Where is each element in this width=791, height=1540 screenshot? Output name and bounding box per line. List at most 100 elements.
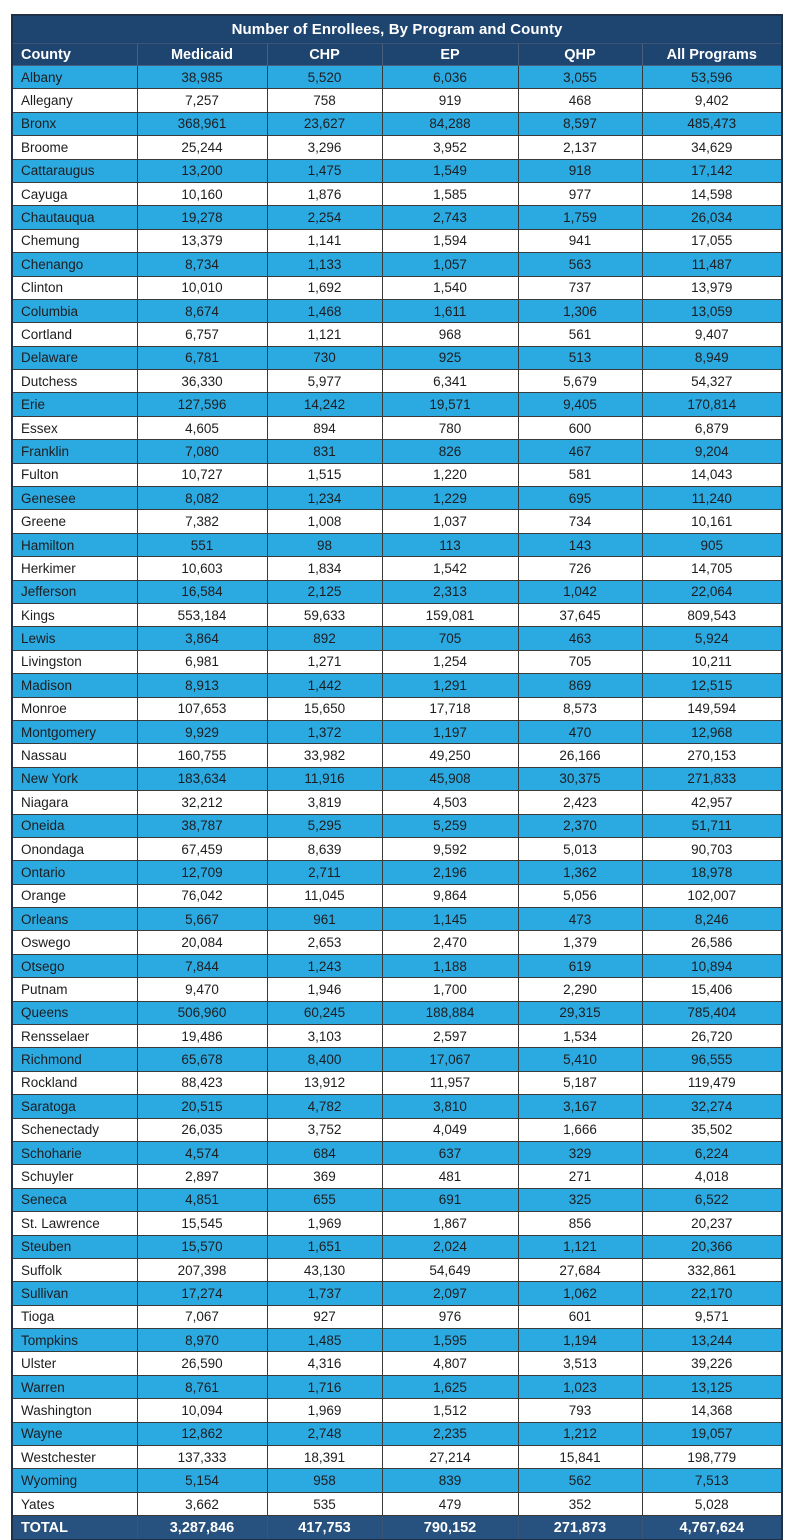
value-cell: 9,407 <box>641 322 783 347</box>
value-cell: 4,503 <box>381 790 519 815</box>
total-value-cell: 790,152 <box>381 1515 519 1540</box>
table-title: Number of Enrollees, By Program and Coun… <box>11 14 783 44</box>
table-row: Dutchess 36,330 5,977 6,341 5,679 54,327 <box>11 369 783 394</box>
table-row: Chemung 13,379 1,141 1,594 941 17,055 <box>11 228 783 254</box>
value-cell: 1,229 <box>381 486 519 511</box>
county-cell: Saratoga <box>11 1094 138 1119</box>
value-cell: 332,861 <box>641 1257 783 1283</box>
column-header-row: County Medicaid CHP EP QHP All Programs <box>11 43 783 66</box>
value-cell: 905 <box>641 532 783 558</box>
value-cell: 14,043 <box>641 462 783 488</box>
value-cell: 1,595 <box>381 1328 519 1353</box>
value-cell: 2,024 <box>381 1234 519 1259</box>
value-cell: 159,081 <box>381 602 519 628</box>
value-cell: 368,961 <box>136 111 268 137</box>
county-cell: Ulster <box>11 1351 138 1376</box>
total-value-cell: 271,873 <box>517 1515 643 1540</box>
county-cell: Tioga <box>11 1304 138 1330</box>
value-cell: 17,718 <box>381 696 519 721</box>
value-cell: 2,125 <box>266 579 383 604</box>
value-cell: 1,475 <box>266 158 383 183</box>
value-cell: 2,597 <box>381 1024 519 1049</box>
county-cell: Kings <box>11 602 138 628</box>
value-cell: 90,703 <box>641 836 783 862</box>
value-cell: 1,542 <box>381 556 519 581</box>
table-row: Suffolk 207,398 43,130 54,649 27,684 332,861 <box>11 1257 783 1283</box>
value-cell: 88,423 <box>136 1070 268 1096</box>
value-cell: 26,035 <box>136 1117 268 1142</box>
county-cell: Schuyler <box>11 1164 138 1189</box>
value-cell: 270,153 <box>641 743 783 768</box>
table-row: Rensselaer 19,486 3,103 2,597 1,534 26,720 <box>11 1024 783 1049</box>
county-cell: Ontario <box>11 860 138 885</box>
value-cell: 59,633 <box>266 602 383 628</box>
value-cell: 1,442 <box>266 673 383 698</box>
value-cell: 1,243 <box>266 953 383 979</box>
table-row: Saratoga 20,515 4,782 3,810 3,167 32,274 <box>11 1094 783 1119</box>
value-cell: 3,103 <box>266 1024 383 1049</box>
table-row: Albany 38,985 5,520 6,036 3,055 53,596 <box>11 64 783 90</box>
value-cell: 5,187 <box>517 1070 643 1096</box>
county-cell: Sullivan <box>11 1281 138 1306</box>
value-cell: 13,379 <box>136 228 268 254</box>
value-cell: 705 <box>517 649 643 675</box>
county-cell: Otsego <box>11 953 138 979</box>
value-cell: 14,242 <box>266 392 383 417</box>
value-cell: 2,235 <box>381 1421 519 1447</box>
total-value-cell: 3,287,846 <box>136 1515 268 1540</box>
value-cell: 780 <box>381 415 519 441</box>
county-cell: Schoharie <box>11 1140 138 1166</box>
value-cell: 3,752 <box>266 1117 383 1142</box>
value-cell: 473 <box>517 907 643 932</box>
value-cell: 12,862 <box>136 1421 268 1447</box>
county-cell: Cortland <box>11 322 138 347</box>
table-row: St. Lawrence 15,545 1,969 1,867 856 20,237 <box>11 1211 783 1236</box>
value-cell: 9,864 <box>381 883 519 909</box>
table-row: Schenectady 26,035 3,752 4,049 1,666 35,502 <box>11 1117 783 1142</box>
value-cell: 13,125 <box>641 1374 783 1400</box>
value-cell: 691 <box>381 1187 519 1213</box>
value-cell: 10,161 <box>641 509 783 534</box>
table-row: Ulster 26,590 4,316 4,807 3,513 39,226 <box>11 1351 783 1376</box>
county-cell: Franklin <box>11 439 138 464</box>
value-cell: 271,833 <box>641 766 783 792</box>
value-cell: 13,912 <box>266 1070 383 1096</box>
value-cell: 968 <box>381 322 519 347</box>
value-cell: 1,008 <box>266 509 383 534</box>
value-cell: 13,244 <box>641 1328 783 1353</box>
value-cell: 1,651 <box>266 1234 383 1259</box>
value-cell: 4,574 <box>136 1140 268 1166</box>
county-cell: Chemung <box>11 228 138 254</box>
value-cell: 1,141 <box>266 228 383 254</box>
value-cell: 5,977 <box>266 369 383 394</box>
value-cell: 51,711 <box>641 813 783 838</box>
value-cell: 10,160 <box>136 181 268 207</box>
value-cell: 927 <box>266 1304 383 1330</box>
county-cell: Genesee <box>11 486 138 511</box>
table-row: Monroe 107,653 15,650 17,718 8,573 149,594 <box>11 696 783 721</box>
value-cell: 513 <box>517 345 643 371</box>
value-cell: 119,479 <box>641 1070 783 1096</box>
value-cell: 20,237 <box>641 1211 783 1236</box>
value-cell: 30,375 <box>517 766 643 792</box>
value-cell: 1,362 <box>517 860 643 885</box>
value-cell: 2,097 <box>381 1281 519 1306</box>
value-cell: 1,700 <box>381 977 519 1002</box>
value-cell: 4,782 <box>266 1094 383 1119</box>
value-cell: 25,244 <box>136 135 268 160</box>
value-cell: 137,333 <box>136 1445 268 1470</box>
value-cell: 1,512 <box>381 1398 519 1423</box>
value-cell: 894 <box>266 415 383 441</box>
county-cell: Fulton <box>11 462 138 488</box>
table-row: Franklin 7,080 831 826 467 9,204 <box>11 439 783 464</box>
county-cell: Niagara <box>11 790 138 815</box>
value-cell: 127,596 <box>136 392 268 417</box>
value-cell: 15,841 <box>517 1445 643 1470</box>
county-cell: Putnam <box>11 977 138 1002</box>
value-cell: 4,807 <box>381 1351 519 1376</box>
value-cell: 5,667 <box>136 907 268 932</box>
value-cell: 19,486 <box>136 1024 268 1049</box>
value-cell: 869 <box>517 673 643 698</box>
value-cell: 6,341 <box>381 369 519 394</box>
